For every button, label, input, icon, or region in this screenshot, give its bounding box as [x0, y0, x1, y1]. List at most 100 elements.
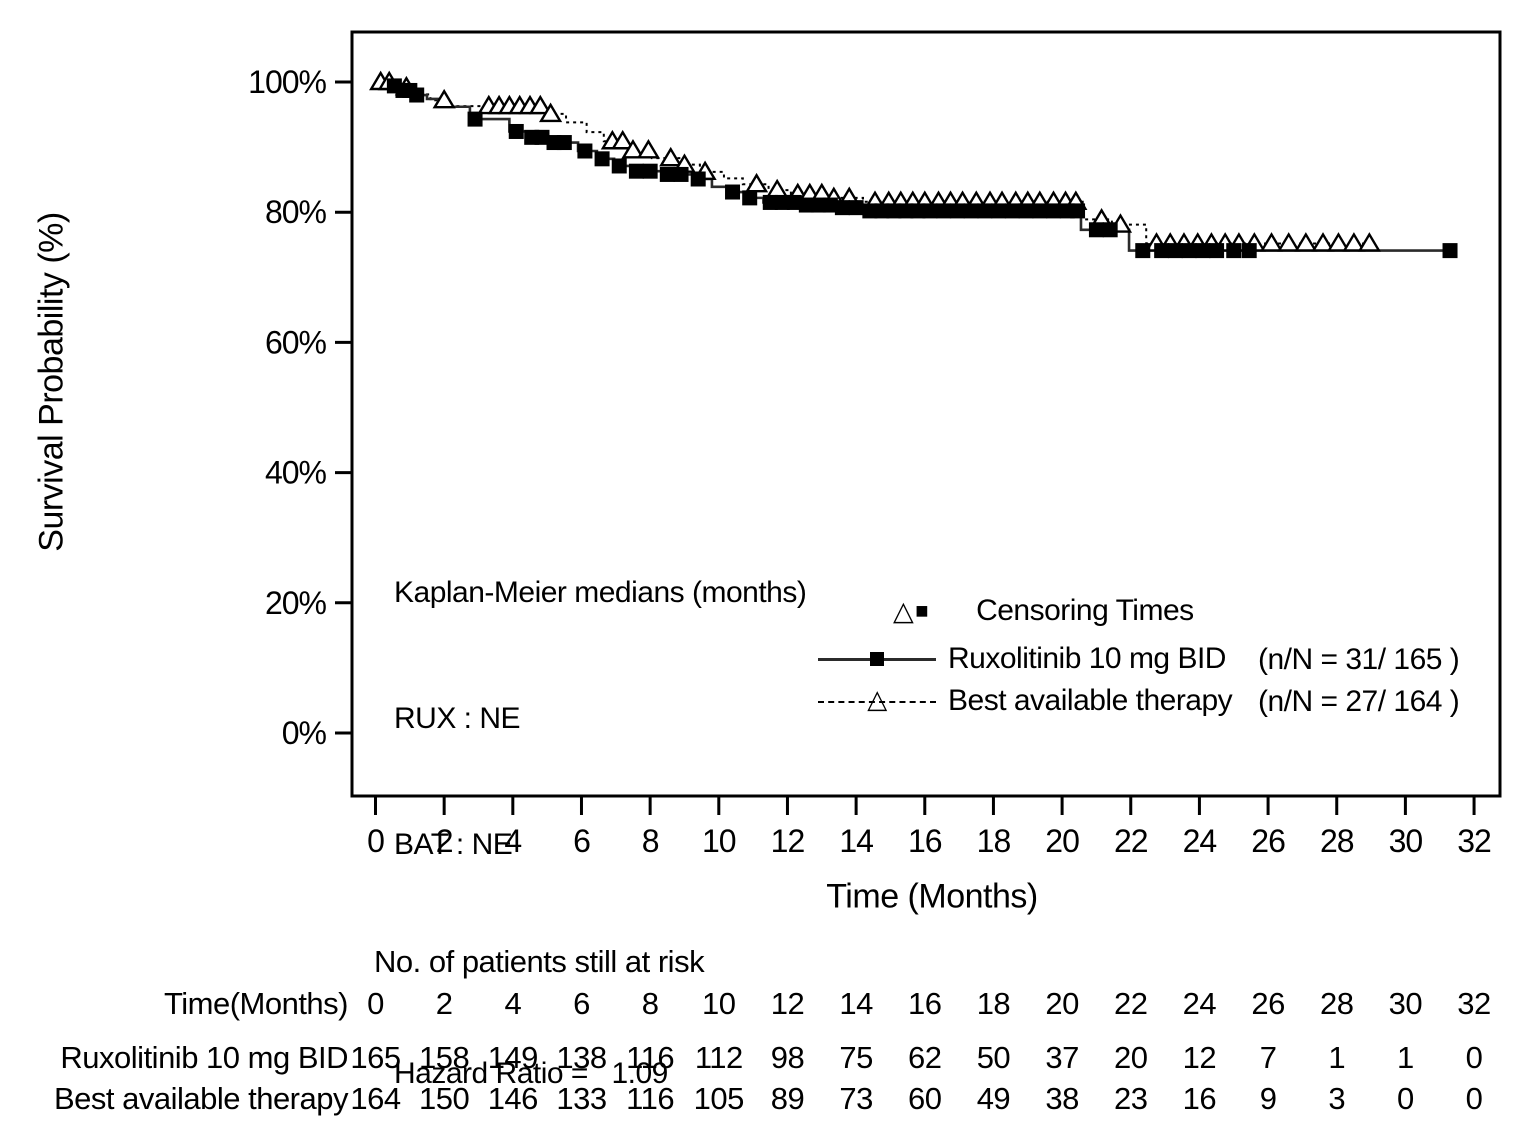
x-tick-label: 6	[573, 823, 590, 859]
risk-time-value: 20	[1045, 986, 1079, 1021]
rux-censor-mark	[1032, 203, 1048, 219]
x-tick-label: 26	[1251, 823, 1285, 859]
risk-rux-value: 62	[908, 1040, 942, 1075]
rux-censor-mark	[508, 123, 524, 139]
legend-rux-row: Ruxolitinib 10 mg BID	[818, 642, 1226, 676]
legend-censoring-label: Censoring Times	[976, 594, 1194, 627]
bat-censor-mark	[1294, 232, 1318, 252]
risk-table-header: No. of patients still at risk	[374, 944, 705, 979]
rux-censor-mark	[1046, 203, 1062, 219]
risk-time-value: 12	[770, 986, 805, 1021]
risk-time-value: 16	[908, 986, 942, 1021]
risk-rux-value: 0	[1465, 1040, 1483, 1075]
rux-censor-mark	[874, 203, 890, 219]
risk-time-value: 10	[702, 986, 736, 1021]
rux-censor-mark	[949, 203, 965, 219]
rux-censor-mark	[910, 203, 926, 219]
risk-time-value: 24	[1182, 986, 1217, 1021]
open-triangle-marker-icon: △	[893, 596, 914, 626]
annotation-km-medians: Kaplan-Meier medians (months)	[394, 576, 807, 609]
km-plot-canvas: 100%80%60%40%20%0%0 2 4 6 8 10 12 14 16 18 20 22 24 2…	[248, 30, 1502, 859]
x-tick-label: 28	[1320, 823, 1354, 859]
x-tick-label: 8	[642, 823, 659, 859]
bat-censor-mark	[1326, 232, 1351, 252]
risk-time-value: 32	[1457, 986, 1491, 1021]
bat-censor-mark	[1277, 232, 1301, 252]
rux-censor-mark	[963, 203, 979, 219]
bat-line-sample-icon: △	[818, 685, 936, 717]
bat-censor-mark	[1342, 232, 1366, 252]
risk-bat-value: 164	[350, 1081, 401, 1116]
rux-censor-mark	[673, 166, 689, 182]
x-tick-label: 22	[1114, 823, 1148, 859]
stats-annotation: Kaplan-Meier medians (months) RUX : NE B…	[394, 488, 807, 1146]
bat-censor-mark	[1311, 232, 1335, 252]
risk-bat-value: 89	[770, 1081, 805, 1116]
risk-bat-value: 146	[487, 1081, 539, 1116]
risk-bat-value: 0	[1465, 1081, 1483, 1116]
y-tick-label: 60%	[265, 324, 327, 360]
rux-censor-mark	[886, 203, 902, 219]
risk-rux-value: 138	[556, 1040, 607, 1075]
risk-time-value: 0	[367, 986, 384, 1021]
rux-censor-mark	[690, 171, 706, 187]
rux-censor-mark	[862, 203, 878, 219]
risk-rux-value: 1	[1397, 1040, 1414, 1075]
risk-rux-value: 112	[694, 1040, 743, 1075]
bat-censor-mark	[636, 139, 661, 159]
rux-censor-mark	[1018, 203, 1034, 219]
rux-censor-mark	[556, 135, 572, 151]
legend-rux-label: Ruxolitinib 10 mg BID	[948, 642, 1226, 675]
rux-censor-mark	[1135, 243, 1151, 259]
risk-rux-value: 98	[770, 1040, 805, 1075]
rux-censor-mark	[1102, 222, 1118, 238]
rux-censor-mark	[898, 203, 914, 219]
rux-censor-mark	[1195, 243, 1211, 259]
rux-censor-mark	[1154, 243, 1170, 259]
y-tick-label: 20%	[265, 585, 327, 621]
risk-time-value: 22	[1114, 986, 1148, 1021]
x-tick-label: 14	[839, 823, 873, 859]
rux-censor-mark	[1181, 243, 1197, 259]
x-tick-label: 32	[1457, 823, 1491, 859]
risk-rux-value: 158	[419, 1040, 470, 1075]
risk-rux-value: 20	[1114, 1040, 1148, 1075]
rux-censor-mark	[822, 197, 838, 213]
bat-censor-mark	[538, 102, 563, 123]
rux-censor-mark	[786, 194, 802, 210]
risk-bat-value: 38	[1045, 1081, 1079, 1116]
x-tick-label: 12	[771, 823, 805, 859]
risk-rux-value: 37	[1045, 1040, 1079, 1075]
legend-bat-label: Best available therapy	[948, 684, 1233, 717]
risk-rux-value: 75	[839, 1040, 873, 1075]
y-axis-title: Survival Probability (%)	[32, 212, 71, 552]
risk-time-value: 18	[976, 986, 1011, 1021]
risk-bat-value: 73	[839, 1081, 873, 1116]
bat-censor-mark	[611, 129, 635, 150]
risk-bat-value: 23	[1114, 1081, 1148, 1116]
rux-censor-mark	[1167, 243, 1183, 259]
rux-censor-mark	[1442, 243, 1458, 259]
rux-line-sample-icon	[818, 643, 936, 675]
risk-rux-value: 50	[976, 1040, 1011, 1075]
legend-censoring-row: △ ■ Censoring Times	[893, 594, 1194, 628]
rux-censor-mark	[1209, 243, 1225, 259]
risk-table-time-label: Time(Months)	[163, 986, 349, 1021]
rux-censor-mark	[762, 194, 778, 210]
risk-bat-value: 116	[626, 1081, 675, 1116]
y-tick-label: 40%	[265, 455, 327, 491]
x-tick-label: 16	[908, 823, 942, 859]
risk-rux-value: 116	[626, 1040, 675, 1075]
x-tick-label: 20	[1045, 823, 1079, 859]
rux-censor-mark	[1088, 222, 1104, 238]
rux-censor-mark	[774, 194, 790, 210]
rux-censor-mark	[725, 184, 741, 200]
y-tick-label: 100%	[248, 64, 326, 100]
bat-censor-mark	[1357, 232, 1381, 252]
annotation-bat-median: BAT : NE	[394, 828, 513, 861]
risk-bat-value: 16	[1182, 1081, 1217, 1116]
risk-rux-value: 149	[487, 1040, 539, 1075]
risk-bat-value: 3	[1328, 1081, 1346, 1116]
risk-time-value: 6	[573, 986, 590, 1021]
